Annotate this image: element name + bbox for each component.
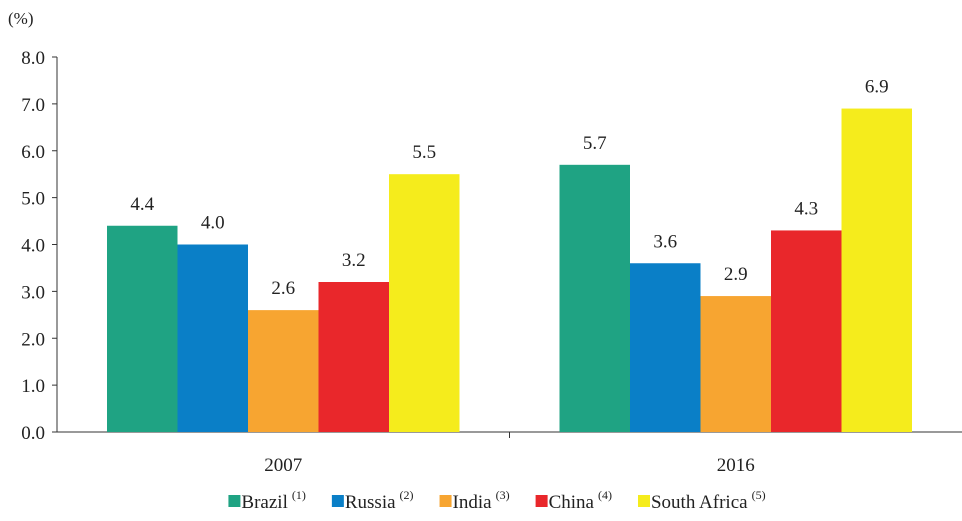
y-tick-label: 2.0: [21, 329, 45, 350]
legend-note: (2): [400, 488, 414, 502]
chart-labels: 4.4 4.0 2.6 3.2 5.5 2007 5.7 3.6 2.9 4.3 6.9 2016: [130, 77, 888, 476]
y-tick-label: 7.0: [21, 95, 45, 116]
y-tick-label: 6.0: [21, 142, 45, 163]
data-label: 4.0: [201, 213, 225, 234]
bar-india-2007: [248, 310, 319, 432]
legend-swatch: [637, 495, 650, 507]
legend-label: India: [453, 492, 493, 513]
legend-label: Brazil: [241, 492, 287, 513]
chart-legend: Brazil (1) Russia (2) India (3) China (4) South …: [228, 488, 766, 513]
x-category-label: 2007: [264, 455, 302, 476]
bar-south-africa-2016: [841, 108, 912, 432]
legend-swatch: [535, 495, 548, 507]
chart-bars: [107, 108, 912, 432]
y-tick-label: 0.0: [21, 423, 45, 444]
data-label: 5.7: [583, 133, 607, 154]
legend-note: (3): [496, 488, 510, 502]
legend-swatch: [228, 495, 241, 507]
data-label: 4.4: [130, 194, 154, 215]
y-tick-label: 1.0: [21, 376, 45, 397]
data-label: 3.2: [342, 250, 366, 271]
data-label: 2.9: [724, 264, 748, 285]
legend-note: (1): [292, 488, 306, 502]
legend-swatch: [331, 495, 344, 507]
legend-swatch: [439, 495, 452, 507]
y-tick-label: 4.0: [21, 236, 45, 257]
bar-india-2016: [700, 296, 771, 432]
legend-item-brazil: Brazil (1): [228, 488, 306, 513]
y-unit-label: (%): [8, 9, 33, 28]
legend-item-china: China (4): [535, 488, 612, 513]
y-tick-label: 3.0: [21, 282, 45, 303]
bar-russia-2016: [630, 263, 701, 432]
data-label: 4.3: [794, 198, 818, 219]
data-label: 5.5: [412, 142, 436, 163]
legend-item-india: India (3): [439, 488, 510, 513]
legend-item-russia: Russia (2): [331, 488, 414, 513]
bar-brazil-2016: [559, 164, 630, 432]
data-label: 3.6: [653, 231, 677, 252]
bar-brazil-2007: [107, 225, 178, 432]
legend-note: (5): [752, 488, 766, 502]
bar-china-2007: [318, 282, 389, 432]
bar-russia-2007: [177, 244, 248, 432]
legend-label: Russia: [345, 492, 396, 513]
x-category-label: 2016: [717, 455, 755, 476]
legend-label: China: [549, 492, 595, 513]
y-tick-label: 5.0: [21, 189, 45, 210]
bar-south-africa-2007: [389, 174, 460, 432]
legend-label: South Africa: [651, 492, 748, 513]
bar-china-2016: [771, 230, 842, 432]
legend-note: (4): [598, 488, 612, 502]
data-label: 6.9: [865, 77, 889, 98]
data-label: 2.6: [271, 278, 295, 299]
legend-item-south-africa: South Africa (5): [637, 488, 766, 513]
y-tick-label: 8.0: [21, 48, 45, 69]
